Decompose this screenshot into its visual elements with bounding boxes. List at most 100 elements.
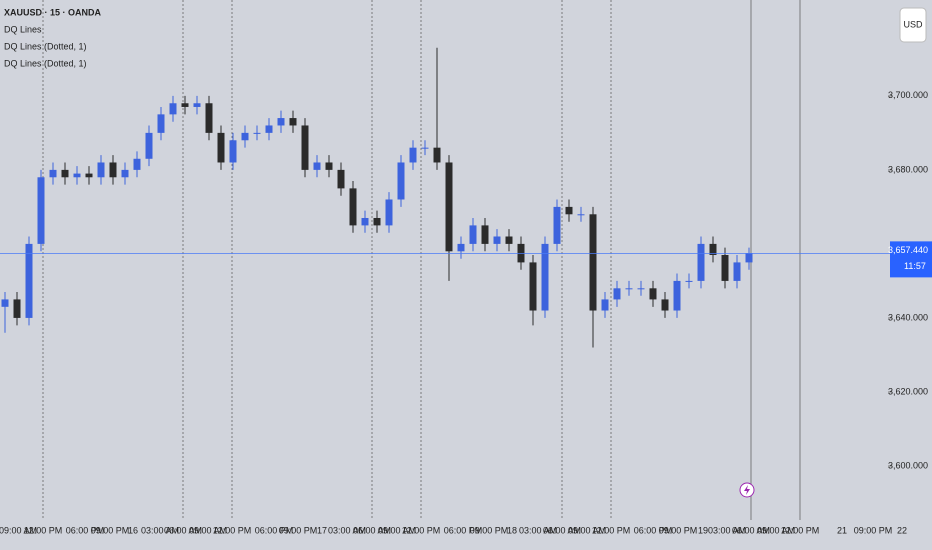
candle-body bbox=[433, 147, 441, 163]
indicator-label: DQ Lines (Dotted, 1) bbox=[4, 41, 87, 51]
candle-body bbox=[721, 255, 729, 281]
candle-body bbox=[697, 243, 705, 281]
x-tick-label: 09:00 PM bbox=[659, 525, 698, 535]
x-tick-label: 06:00 AM bbox=[164, 525, 202, 535]
candle-body bbox=[709, 243, 717, 256]
candle-body bbox=[625, 288, 633, 290]
candle-body bbox=[241, 132, 249, 141]
candle-body bbox=[277, 118, 285, 126]
x-tick-label: 06:00 PM bbox=[444, 525, 483, 535]
x-tick-label: 09:00 AM bbox=[378, 525, 416, 535]
candle-body bbox=[109, 162, 117, 178]
x-tick-label: 03:00 AM bbox=[708, 525, 746, 535]
candle-body bbox=[229, 140, 237, 163]
x-tick-label: 06:00 PM bbox=[66, 525, 105, 535]
candle-body bbox=[49, 169, 57, 178]
candle-body bbox=[553, 206, 561, 244]
indicator-label: DQ Lines bbox=[4, 24, 42, 34]
x-tick-label: 06:00 AM bbox=[353, 525, 391, 535]
candle-body bbox=[409, 147, 417, 163]
x-tick-label: 12:00 PM bbox=[781, 525, 820, 535]
last-price-label: 3,657.440 bbox=[888, 245, 928, 255]
candle-body bbox=[205, 103, 213, 133]
x-tick-label: 03:00 AM bbox=[519, 525, 557, 535]
x-tick-label: 18 bbox=[507, 525, 517, 535]
candle-body bbox=[613, 288, 621, 300]
candle-body bbox=[577, 214, 585, 216]
candle-body bbox=[61, 169, 69, 178]
x-tick-label: 17 bbox=[317, 525, 327, 535]
x-tick-label: 03:00 AM bbox=[328, 525, 366, 535]
candle-body bbox=[505, 236, 513, 244]
candle-body bbox=[481, 225, 489, 244]
y-tick-label: 3,600.000 bbox=[888, 460, 928, 470]
x-tick-label: 09:00 PM bbox=[854, 525, 893, 535]
x-tick-label: 16 bbox=[128, 525, 138, 535]
x-tick-label: 12:00 PM bbox=[24, 525, 63, 535]
candle-body bbox=[145, 132, 153, 159]
last-price-box bbox=[890, 241, 932, 278]
candle-body bbox=[301, 125, 309, 170]
candle-body bbox=[133, 158, 141, 170]
candle-body bbox=[529, 262, 537, 311]
candle-body bbox=[673, 280, 681, 311]
x-tick-label: 22 bbox=[897, 525, 907, 535]
candle-body bbox=[25, 243, 33, 318]
candle-body bbox=[589, 214, 597, 311]
y-tick-label: 3,640.000 bbox=[888, 312, 928, 322]
x-tick-label: 06:00 AM bbox=[543, 525, 581, 535]
candle-body bbox=[313, 162, 321, 170]
x-tick-label: 03:00 AM bbox=[141, 525, 179, 535]
candle-body bbox=[97, 162, 105, 178]
candle-body bbox=[745, 253, 753, 263]
x-tick-label: 12:00 PM bbox=[592, 525, 631, 535]
indicator-label: DQ Lines (Dotted, 1) bbox=[4, 58, 87, 68]
candle-body bbox=[685, 280, 693, 282]
candle-body bbox=[397, 162, 405, 200]
y-tick-label: 3,620.000 bbox=[888, 386, 928, 396]
candle-body bbox=[361, 217, 369, 226]
x-tick-label: 06:00 PM bbox=[634, 525, 673, 535]
x-tick-label: 09:00 PM bbox=[470, 525, 509, 535]
candle-body bbox=[289, 118, 297, 126]
candle-body bbox=[349, 188, 357, 226]
x-tick-label: 09:00 AM bbox=[568, 525, 606, 535]
candle-body bbox=[637, 288, 645, 290]
candle-body bbox=[121, 169, 129, 178]
symbol-title: XAUUSD · 15 · OANDA bbox=[4, 7, 102, 17]
candle-body bbox=[649, 288, 657, 300]
x-tick-label: 19 bbox=[698, 525, 708, 535]
candle-body bbox=[661, 299, 669, 311]
event-bolt bbox=[744, 485, 750, 495]
candle-body bbox=[169, 103, 177, 115]
currency-button[interactable] bbox=[899, 7, 927, 43]
candle-body bbox=[73, 173, 81, 178]
candle-body bbox=[421, 147, 429, 149]
candle-body bbox=[445, 162, 453, 252]
candle-body bbox=[85, 173, 93, 178]
currency-label: USD bbox=[903, 19, 923, 29]
candle-body bbox=[157, 114, 165, 133]
candle-body bbox=[217, 132, 225, 163]
candle-body bbox=[37, 177, 45, 244]
candle-body bbox=[493, 236, 501, 244]
x-tick-label: 09:00 PM bbox=[91, 525, 130, 535]
candle-body bbox=[253, 132, 261, 134]
countdown-label: 11:57 bbox=[904, 261, 926, 271]
x-tick-label: 09:00 AM bbox=[757, 525, 795, 535]
candle-body bbox=[1, 299, 9, 307]
x-tick-label: 12:00 PM bbox=[213, 525, 252, 535]
candle-body bbox=[337, 169, 345, 189]
candle-body bbox=[373, 217, 381, 226]
candle-body bbox=[193, 103, 201, 107]
candle-body bbox=[265, 125, 273, 133]
x-tick-label: 21 bbox=[837, 525, 847, 535]
x-tick-label: 06:00 PM bbox=[255, 525, 294, 535]
candle-body bbox=[601, 299, 609, 311]
x-tick-label: 12:00 PM bbox=[402, 525, 441, 535]
candle-body bbox=[469, 225, 477, 244]
candle-body bbox=[565, 206, 573, 215]
x-tick-label: 09:00 PM bbox=[279, 525, 318, 535]
